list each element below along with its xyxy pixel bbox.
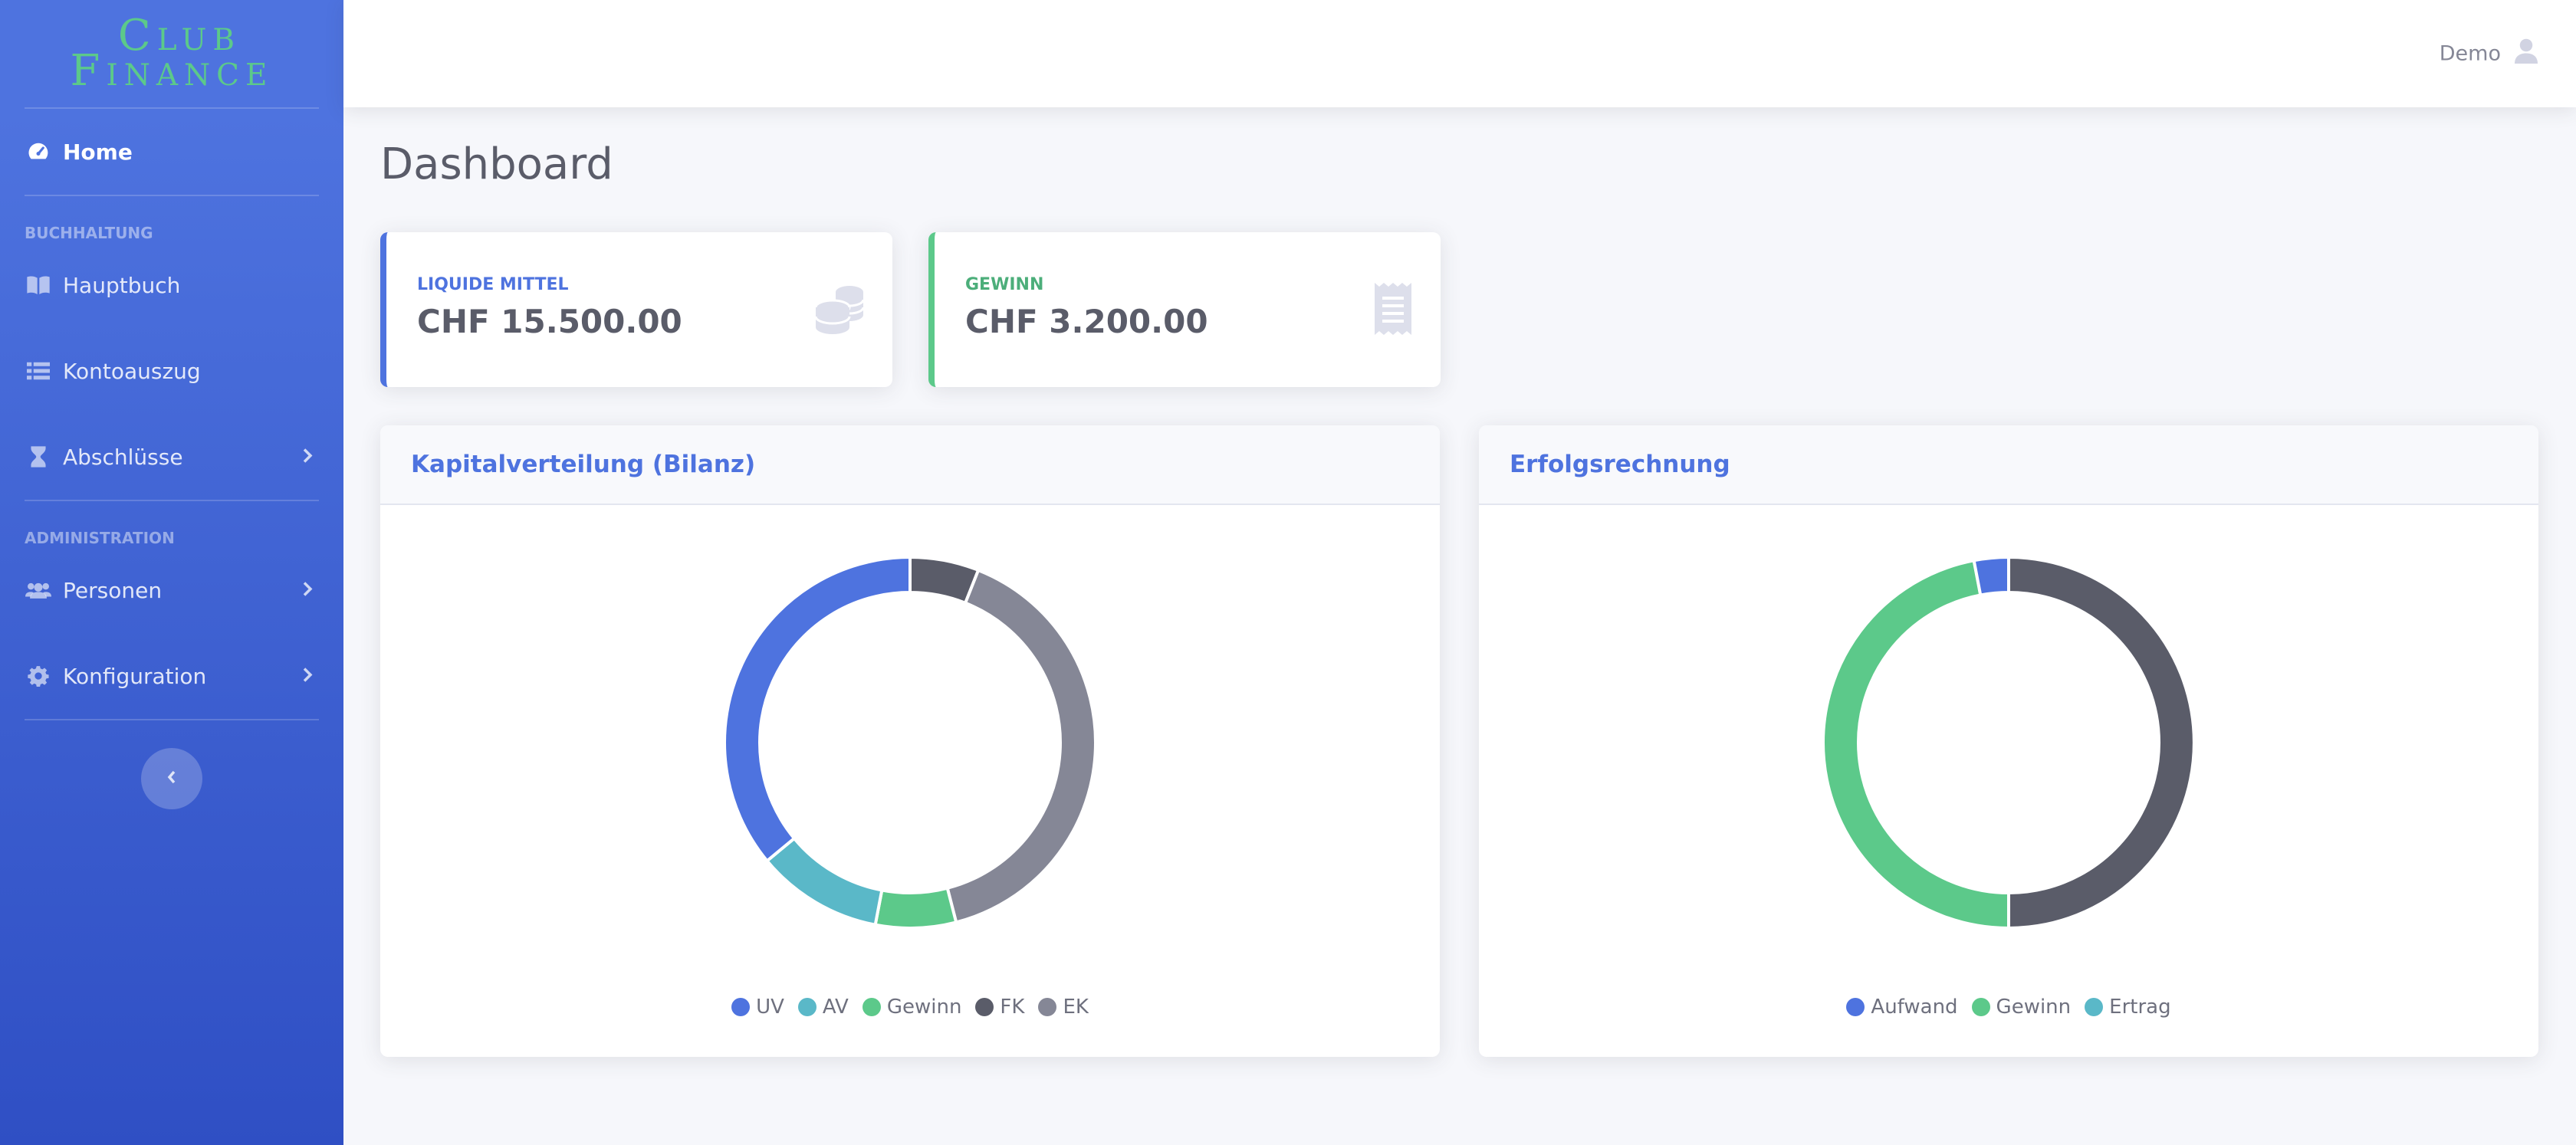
sidebar-item-closings[interactable]: Abschlüsse [0,414,343,500]
chart-card-income-statement: Erfolgsrechnung Aufwand Gewinn Ertrag [1479,425,2538,1057]
sidebar-heading-accounting: BUCHHALTUNG [25,224,153,242]
chart-title: Erfolgsrechnung [1479,425,2538,505]
sidebar-item-label: Personen [63,577,163,603]
slice-ertrag[interactable] [2007,555,2196,930]
slice-aufwand[interactable] [1972,555,2010,597]
chart-legend: Aufwand Gewinn Ertrag [1479,996,2538,1019]
legend-item-uv[interactable]: UV [731,996,784,1019]
logo-line-1: Club [117,11,242,61]
stat-value: CHF 3.200.00 [965,303,1208,340]
stat-card-liquid-assets: Liquide Mittel CHF 15.500.00 [380,232,892,387]
sidebar-toggle-button[interactable] [141,748,202,809]
slice-gewinn[interactable] [873,886,958,930]
legend-item-av[interactable]: AV [797,996,849,1019]
brand[interactable]: Club Finance [0,0,343,107]
legend-swatch [1971,998,1990,1016]
income-doughnut-chart[interactable] [1479,505,2538,980]
legend-label: AV [822,996,849,1019]
sidebar-item-general-ledger[interactable]: Hauptbuch [0,242,343,328]
sidebar-divider [25,195,319,196]
slice-av[interactable] [764,836,884,927]
stat-label: Gewinn [965,275,1044,294]
legend-item-gewinn[interactable]: Gewinn [862,996,962,1019]
legend-swatch [731,998,751,1016]
legend-item-ek[interactable]: EK [1038,996,1089,1019]
legend-label: FK [1000,996,1025,1019]
legend-label: EK [1063,996,1089,1019]
logo: Club Finance [70,11,274,96]
list-icon [25,357,52,385]
sidebar-item-label: Konfiguration [63,663,207,689]
chevron-right-icon [302,664,313,689]
balance-doughnut-chart[interactable] [380,505,1440,980]
stat-label: Liquide Mittel [417,275,569,294]
chart-title: Kapitalverteilung (Bilanz) [380,425,1440,505]
legend-label: Gewinn [1996,996,2072,1019]
user-icon [2515,38,2538,70]
slice-ek[interactable] [945,568,1097,924]
slice-uv[interactable] [723,555,912,864]
legend-item-gewinn[interactable]: Gewinn [1971,996,2072,1019]
legend-swatch [975,998,994,1016]
sidebar-item-label: Hauptbuch [63,272,181,298]
user-name: Demo [2439,41,2501,66]
stat-card-profit: Gewinn CHF 3.200.00 [928,232,1441,387]
chart-legend: UV AV Gewinn FK EK [380,996,1440,1019]
legend-swatch [1038,998,1057,1016]
sidebar-divider [25,500,319,501]
sidebar-divider [25,107,319,109]
user-menu[interactable]: Demo [2440,38,2538,70]
legend-swatch [797,998,816,1016]
chevron-right-icon [302,578,313,603]
coins-icon [813,281,865,340]
sidebar-item-persons[interactable]: Personen [0,547,343,633]
legend-label: Gewinn [886,996,962,1019]
legend-item-aufwand[interactable]: Aufwand [1846,996,1958,1019]
book-open-icon [25,271,52,299]
chart-card-balance: Kapitalverteilung (Bilanz) UV AV Gewinn FK E… [380,425,1440,1057]
gear-icon [25,662,52,690]
sidebar-item-label: Home [63,139,133,165]
sidebar-heading-admin: ADMINISTRATION [25,529,175,547]
hourglass-icon [25,443,52,471]
sidebar-item-statement[interactable]: Kontoauszug [0,328,343,414]
sidebar: Club Finance Home BUCHHALTUNG Hauptbuch … [0,0,343,1145]
page-title: Dashboard [380,139,613,189]
tachometer-icon [25,138,52,166]
sidebar-divider [25,719,319,720]
receipt-icon [1373,281,1413,340]
sidebar-item-configuration[interactable]: Konfiguration [0,633,343,719]
stat-value: CHF 15.500.00 [417,303,682,340]
chevron-left-icon [166,769,177,788]
slice-gewinn[interactable] [1822,558,2010,930]
sidebar-item-label: Abschlüsse [63,444,183,470]
legend-swatch [2085,998,2104,1016]
chevron-right-icon [302,445,313,470]
sidebar-item-label: Kontoauszug [63,358,201,384]
legend-label: UV [756,996,784,1019]
legend-swatch [862,998,881,1016]
logo-line-2: Finance [70,46,274,96]
legend-label: Aufwand [1871,996,1958,1019]
legend-label: Ertrag [2109,996,2171,1019]
legend-swatch [1846,998,1865,1016]
users-icon [25,576,52,604]
sidebar-item-home[interactable]: Home [0,109,343,195]
legend-item-fk[interactable]: FK [975,996,1024,1019]
topbar: Demo [343,0,2576,107]
legend-item-ertrag[interactable]: Ertrag [2085,996,2171,1019]
